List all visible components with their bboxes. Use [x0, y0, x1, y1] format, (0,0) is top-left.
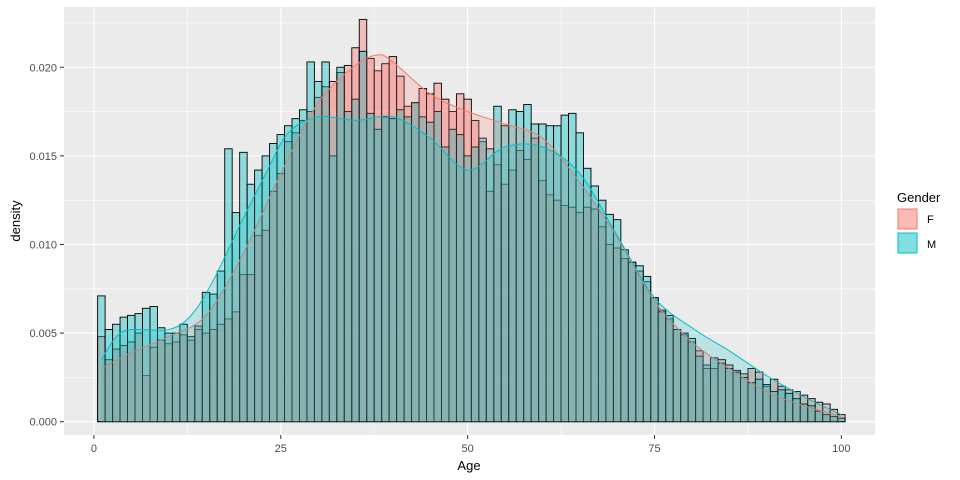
x-tick-label: 75	[648, 443, 660, 455]
legend-title: Gender	[897, 190, 941, 205]
legend-key-F	[897, 208, 918, 230]
x-tick-label: 25	[275, 443, 287, 455]
axes: 0 25 50 75 100 0.000 0.005 0.010 0.015 0.020	[29, 62, 850, 455]
legend-item-F: F	[897, 208, 934, 230]
density-area-F	[101, 54, 842, 422]
panel-background	[64, 7, 875, 435]
density-line-M	[100, 115, 842, 416]
legend-label-M: M	[927, 239, 936, 251]
x-axis-title: Age	[457, 458, 480, 473]
y-axis-title: density	[8, 200, 23, 242]
x-tick-label: 100	[832, 443, 850, 455]
legend-key-M	[897, 232, 918, 254]
density-curves	[100, 54, 842, 422]
y-tick-label: 0.005	[29, 328, 57, 340]
bar-M	[837, 417, 846, 423]
y-tick-label: 0.020	[29, 62, 57, 74]
y-tick-label: 0.010	[29, 239, 57, 251]
legend-label-F: F	[927, 214, 934, 226]
density-area-M	[101, 116, 842, 422]
x-tick-label: 50	[462, 443, 474, 455]
x-tick-label: 0	[91, 443, 97, 455]
y-tick-label: 0.000	[29, 417, 57, 429]
y-tick-label: 0.015	[29, 151, 57, 163]
legend-item-M: M	[897, 232, 936, 254]
density-line-F	[101, 54, 842, 417]
legend: Gender F M	[897, 190, 941, 254]
histogram-bars-M	[97, 50, 846, 423]
